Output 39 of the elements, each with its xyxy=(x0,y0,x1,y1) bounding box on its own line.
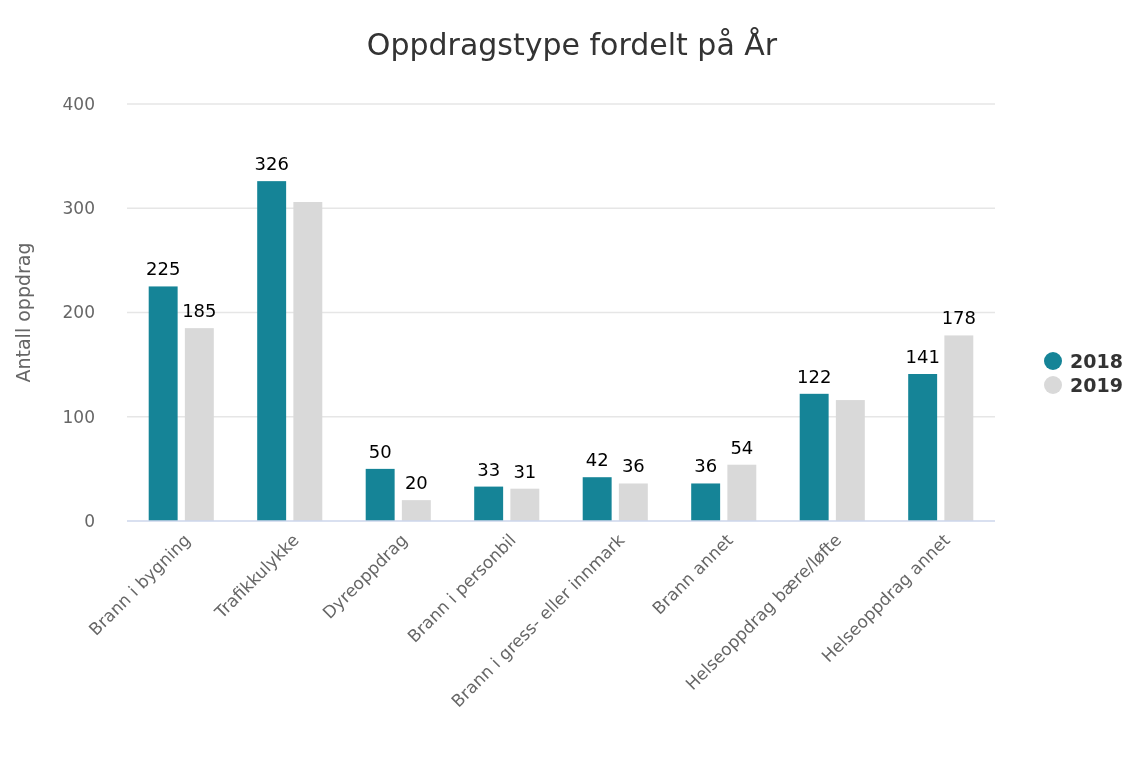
y-tick-label: 400 xyxy=(62,93,95,114)
legend-label: 2018 xyxy=(1070,350,1123,372)
bar xyxy=(365,468,395,521)
data-label: 178 xyxy=(941,307,977,329)
bar xyxy=(582,477,612,521)
data-label: 326 xyxy=(254,153,289,175)
bar xyxy=(618,483,648,521)
bar xyxy=(474,486,504,521)
data-label: 31 xyxy=(513,460,537,482)
data-label: 36 xyxy=(694,455,718,477)
y-tick-label: 100 xyxy=(62,406,95,427)
chart-title: Oppdragstype fordelt på År xyxy=(366,27,778,62)
data-label: 42 xyxy=(585,449,609,471)
data-label: 50 xyxy=(368,440,392,462)
data-label: 141 xyxy=(905,346,940,368)
bar xyxy=(908,374,938,521)
y-tick-label: 0 xyxy=(84,510,95,531)
data-label: 122 xyxy=(796,365,832,387)
data-label: 33 xyxy=(477,458,501,480)
bar xyxy=(148,286,178,521)
data-label: 225 xyxy=(145,258,181,280)
data-label: 20 xyxy=(404,472,428,494)
bar xyxy=(257,181,287,521)
bar xyxy=(510,488,540,521)
bar xyxy=(691,483,721,521)
y-tick-label: 300 xyxy=(62,198,95,219)
bar xyxy=(727,464,757,521)
bar xyxy=(293,202,323,521)
legend-label: 2019 xyxy=(1070,374,1123,396)
bar xyxy=(835,400,865,521)
y-axis-title: Antall oppdrag xyxy=(12,242,34,383)
bar xyxy=(401,500,431,521)
bar xyxy=(799,393,829,521)
bar xyxy=(184,328,214,521)
data-label: 54 xyxy=(730,436,754,458)
bar xyxy=(944,335,974,521)
data-label: 36 xyxy=(621,455,645,477)
data-label: 185 xyxy=(182,300,217,322)
y-tick-label: 200 xyxy=(62,302,95,323)
